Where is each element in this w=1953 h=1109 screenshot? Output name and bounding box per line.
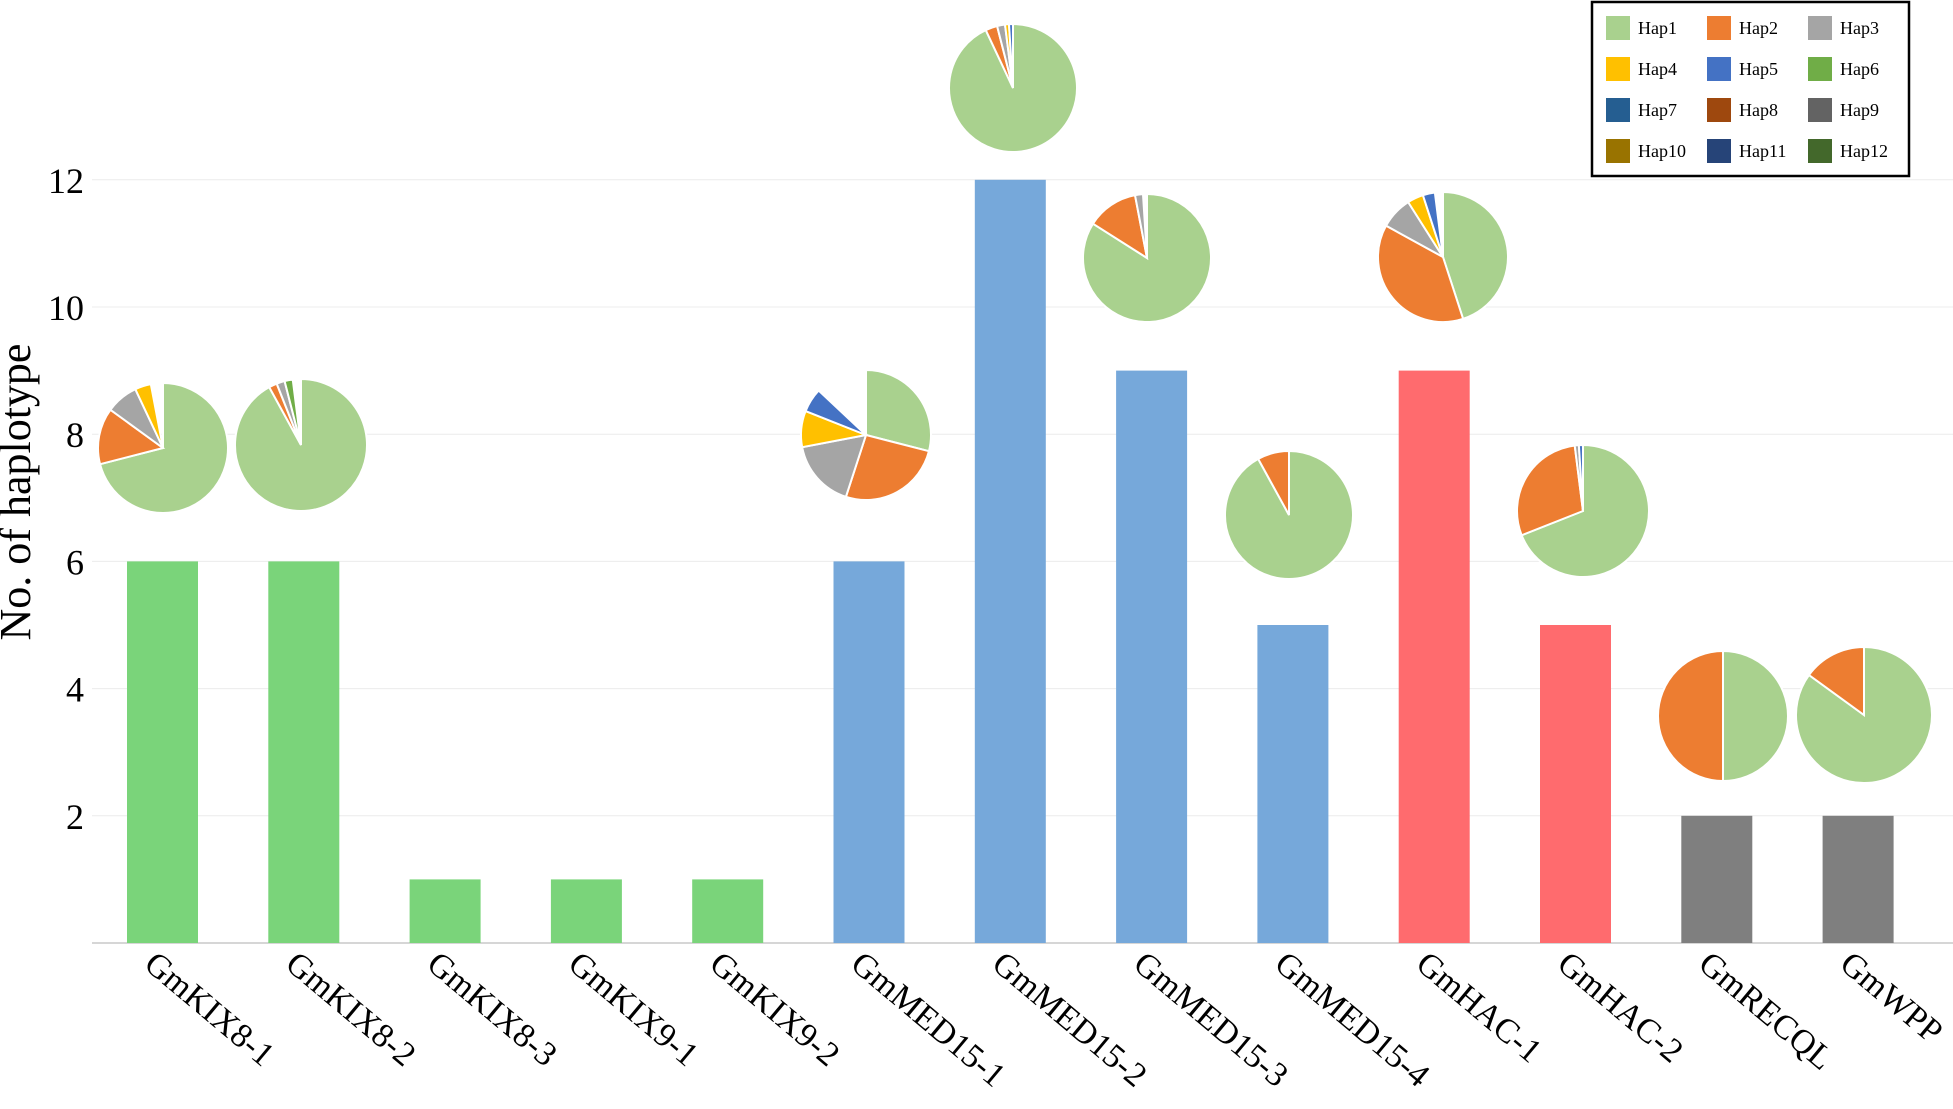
legend-label-hap8: Hap8 — [1739, 100, 1778, 120]
pie-slice-gmhac-1-hap2 — [1377, 224, 1465, 323]
category-label-gmwpp: GmWPP — [1833, 945, 1949, 1051]
legend-box — [1590, 0, 1911, 178]
legend-label-hap7: Hap7 — [1638, 100, 1677, 120]
pie-slice-gmrecql-hap1 — [1722, 649, 1789, 783]
bar-gmmed15-1 — [833, 561, 905, 943]
bar-gmkix8-3 — [409, 879, 481, 943]
category-label-gmkix9-1: GmKIX9-1 — [561, 945, 705, 1074]
category-labels: GmKIX8-1GmKIX8-2GmKIX8-3GmKIX9-1GmKIX9-2… — [137, 945, 1949, 1095]
category-label-gmkix8-1: GmKIX8-1 — [137, 945, 281, 1074]
bar-gmhac-1 — [1398, 370, 1470, 944]
pie-slice-gmhac-2-hap5 — [1577, 443, 1584, 512]
y-tick-label: 12 — [48, 161, 84, 201]
pie-slice-gmwpp-hap2 — [1807, 645, 1865, 717]
legend-swatch-hap6 — [1808, 57, 1832, 81]
legend-swatch-hap1 — [1606, 16, 1630, 40]
legend-swatch-hap8 — [1707, 98, 1731, 122]
pie-slice-gmhac-1-hap5 — [1421, 191, 1444, 258]
pie-slice-gmmed15-1-hap1 — [865, 368, 932, 453]
legend-swatch-hap2 — [1707, 16, 1731, 40]
y-tick-label: 2 — [66, 797, 84, 837]
pie-slice-gmhac-2-hap1 — [1520, 443, 1650, 578]
pie-slice-gmkix8-1-hap4 — [133, 382, 164, 449]
bar-gmmed15-4 — [1257, 625, 1329, 943]
legend-swatch-hap11 — [1707, 139, 1731, 163]
legend-label-hap1: Hap1 — [1638, 18, 1677, 38]
category-label-gmkix8-3: GmKIX8-3 — [420, 945, 564, 1074]
pie-slice-gmhac-1-hap1 — [1442, 190, 1509, 321]
legend-swatch-hap3 — [1808, 16, 1832, 40]
y-tick-label: 4 — [66, 670, 84, 710]
bar-gmmed15-2 — [974, 179, 1046, 944]
category-label-gmkix9-2: GmKIX9-2 — [703, 945, 847, 1074]
legend-label-hap4: Hap4 — [1638, 59, 1677, 79]
category-label-gmmed15-3: GmMED15-3 — [1126, 945, 1294, 1095]
legend: Hap1 Hap2 Hap3 Hap4 Hap5 Hap6 Hap7 Hap8 Hap9 Hap1… — [1590, 0, 1911, 178]
y-axis-title: No. of haplotype — [0, 344, 40, 641]
bar-gmwpp — [1822, 815, 1894, 943]
category-label-gmmed15-2: GmMED15-2 — [985, 945, 1153, 1095]
y-tick-label: 6 — [66, 542, 84, 582]
legend-label-hap9: Hap9 — [1840, 100, 1879, 120]
pie-slice-gmkix8-1-hap2 — [97, 408, 166, 466]
legend-label-hap11: Hap11 — [1739, 141, 1786, 161]
pie-slice-gmmed15-1-hap2 — [844, 433, 931, 501]
y-tick-label: 8 — [66, 415, 84, 455]
bar-gmmed15-3 — [1116, 370, 1188, 944]
category-label-gmmed15-1: GmMED15-1 — [844, 945, 1012, 1095]
bar-gmkix9-1 — [550, 879, 622, 943]
legend-label-hap6: Hap6 — [1840, 59, 1879, 79]
legend-swatch-hap7 — [1606, 98, 1630, 122]
pie-slice-gmhac-2-hap2 — [1516, 444, 1585, 537]
pie-slice-gmmed15-3-hap3 — [1133, 193, 1148, 259]
pie-slice-gmkix8-2-hap6 — [283, 378, 302, 446]
category-label-gmmed15-4: GmMED15-4 — [1268, 945, 1436, 1095]
category-label-gmhac-2: GmHAC-2 — [1550, 945, 1690, 1070]
legend-label-hap12: Hap12 — [1840, 141, 1888, 161]
legend-swatch-hap12 — [1808, 139, 1832, 163]
legend-swatch-hap10 — [1606, 139, 1630, 163]
legend-label-hap5: Hap5 — [1739, 59, 1778, 79]
legend-label-hap2: Hap2 — [1739, 18, 1778, 38]
haplotype-pies — [97, 22, 1933, 784]
bars — [127, 179, 1894, 944]
legend-label-hap10: Hap10 — [1638, 141, 1686, 161]
bar-gmhac-2 — [1540, 625, 1611, 943]
bar-gmrecql — [1681, 815, 1753, 943]
legend-label-hap3: Hap3 — [1840, 18, 1879, 38]
pie-slice-gmmed15-2-hap5 — [1007, 22, 1014, 89]
category-label-gmrecql: GmRECQL — [1692, 945, 1840, 1078]
legend-swatch-hap5 — [1707, 57, 1731, 81]
bar-gmkix8-1 — [127, 561, 198, 943]
pie-slice-gmrecql-hap2 — [1657, 649, 1724, 783]
category-label-gmkix8-2: GmKIX8-2 — [279, 945, 423, 1074]
pie-slice-gmmed15-4-hap2 — [1256, 449, 1290, 516]
pie-slice-gmmed15-1-hap3 — [800, 433, 868, 499]
y-tick-label: 10 — [48, 288, 84, 328]
y-tick-labels: 2 4 6 8 10 12 — [48, 161, 84, 837]
bar-gmkix9-2 — [692, 879, 764, 943]
legend-swatch-hap9 — [1808, 98, 1832, 122]
category-label-gmhac-1: GmHAC-1 — [1409, 945, 1549, 1070]
legend-swatch-hap4 — [1606, 57, 1630, 81]
bar-gmkix8-2 — [268, 561, 340, 943]
pie-slice-gmmed15-1-hap5 — [804, 389, 867, 436]
